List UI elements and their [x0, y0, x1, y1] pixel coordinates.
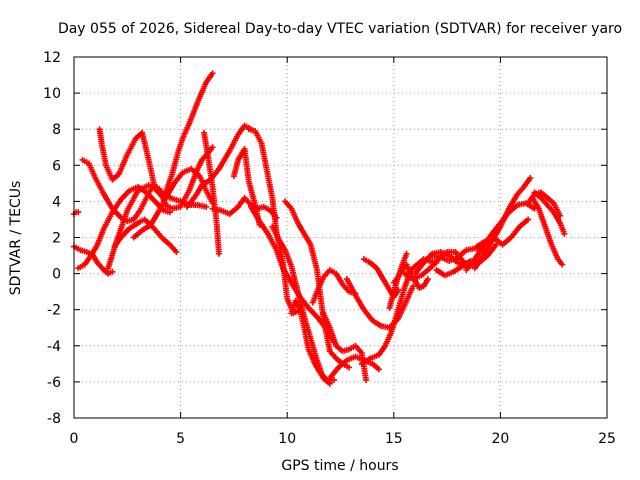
- data-point: [173, 248, 180, 255]
- x-tick-label: 0: [70, 431, 79, 447]
- data-point: [346, 364, 353, 371]
- series-arc-8: [111, 216, 180, 255]
- data-point: [409, 283, 416, 290]
- data-point: [424, 276, 431, 283]
- data-point: [527, 174, 534, 181]
- x-tick-label: 15: [385, 431, 403, 447]
- y-tick-label: 12: [43, 50, 61, 66]
- x-tick-label: 10: [278, 431, 296, 447]
- x-axis-label: GPS time / hours: [281, 458, 398, 474]
- data-point: [403, 250, 410, 257]
- series-arc-10: [201, 129, 222, 257]
- data-point: [331, 377, 338, 384]
- data-point: [375, 366, 382, 373]
- data-point: [493, 241, 500, 248]
- series-arc-31: [471, 174, 534, 272]
- y-tick-label: -4: [47, 339, 61, 355]
- series-arc-20: [326, 353, 382, 382]
- y-tick-label: 2: [52, 231, 61, 247]
- y-tick-label: 0: [52, 267, 61, 283]
- data-point: [109, 268, 116, 275]
- data-point: [363, 377, 370, 384]
- y-tick-label: 8: [52, 122, 61, 138]
- y-tick-labels: -8 -6 -4 -2 0 2 4 6 8 10 12: [43, 50, 61, 427]
- x-tick-label: 5: [176, 431, 185, 447]
- grid-lines: [74, 57, 607, 418]
- x-tick-label: 25: [598, 431, 616, 447]
- y-tick-label: 6: [52, 158, 61, 174]
- series-arc-25: [386, 250, 410, 311]
- axis-ticks: [73, 56, 608, 419]
- y-tick-label: -8: [47, 411, 61, 427]
- series-arc-11: [209, 194, 280, 221]
- data-point: [209, 70, 216, 77]
- data-point: [525, 216, 532, 223]
- x-tick-labels: 0 5 10 15 20 25: [70, 431, 616, 447]
- series-arc-22: [343, 276, 416, 331]
- data-points: [71, 70, 568, 387]
- y-tick-label: 4: [52, 194, 61, 210]
- series-arc-5: [96, 70, 216, 201]
- y-tick-label: -2: [47, 303, 61, 319]
- series-arc-32: [473, 216, 532, 250]
- chart-title: Day 055 of 2026, Sidereal Day-to-day VTE…: [58, 21, 622, 37]
- series-arc-19: [320, 310, 370, 384]
- data-point: [561, 230, 568, 237]
- data-point: [75, 209, 82, 216]
- series-arc-34: [529, 194, 566, 268]
- y-tick-label: -6: [47, 375, 61, 391]
- data-point: [215, 250, 222, 257]
- series-arc-17: [288, 297, 338, 384]
- data-point: [203, 203, 210, 210]
- y-axis-label: SDTVAR / TECUs: [8, 181, 24, 296]
- data-point: [209, 144, 216, 151]
- data-point: [559, 261, 566, 268]
- y-tick-label: 10: [43, 86, 61, 102]
- series-arc-35: [531, 189, 568, 237]
- x-tick-label: 20: [491, 431, 509, 447]
